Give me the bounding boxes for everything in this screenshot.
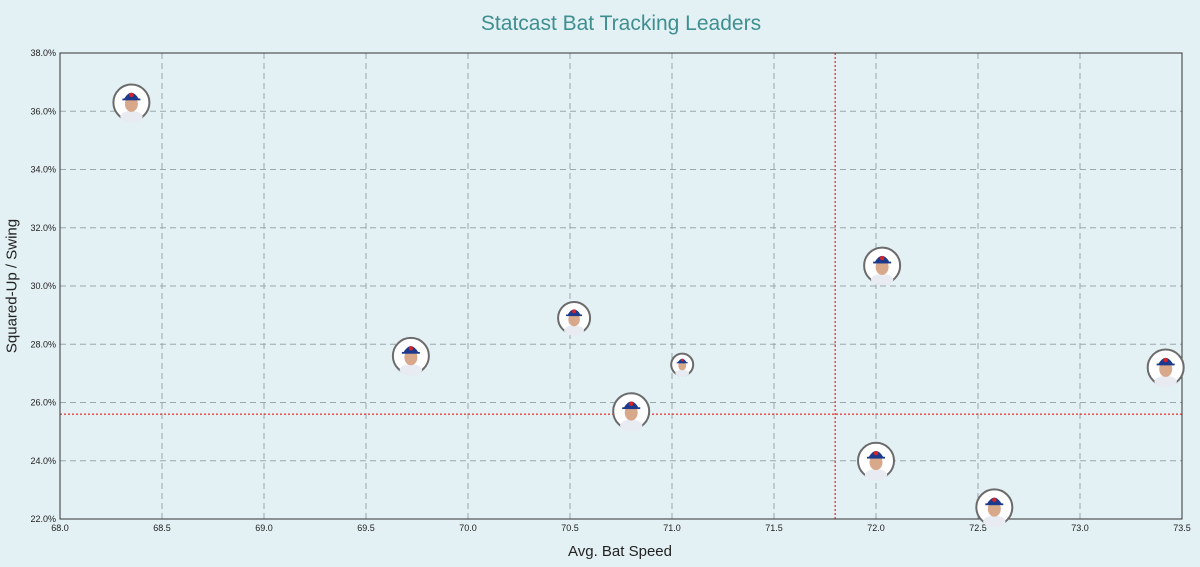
player-headshot-marker[interactable] — [975, 488, 1014, 528]
y-tick-label: 36.0% — [30, 106, 56, 116]
player-headshot-marker[interactable] — [857, 441, 895, 481]
x-tick-label: 68.0 — [51, 523, 69, 533]
y-tick-label: 28.0% — [30, 339, 56, 349]
player-headshot-marker[interactable] — [112, 83, 151, 123]
player-markers — [112, 83, 1185, 528]
x-tick-label: 71.0 — [663, 523, 681, 533]
x-tick-label: 73.5 — [1173, 523, 1191, 533]
x-tick-label: 72.5 — [969, 523, 987, 533]
x-ticks: 68.0 68.5 69.0 69.5 70.0 70.5 71.0 71.5 72.0 72.5… — [51, 523, 1191, 533]
player-headshot-marker[interactable] — [670, 352, 695, 377]
y-tick-label: 38.0% — [30, 48, 56, 58]
y-ticks: 22.0% 24.0% 26.0% 28.0% 30.0% 32.0% 34.0% 36.0%… — [30, 48, 56, 524]
y-tick-label: 34.0% — [30, 165, 56, 175]
player-headshot-marker[interactable] — [1146, 348, 1185, 388]
player-headshot-marker[interactable] — [863, 246, 902, 286]
x-tick-label: 69.5 — [357, 523, 375, 533]
plot-frame — [59, 52, 1183, 520]
y-tick-label: 22.0% — [30, 514, 56, 524]
player-headshot-marker[interactable] — [391, 336, 430, 376]
y-tick-label: 26.0% — [30, 398, 56, 408]
x-tick-label: 68.5 — [153, 523, 171, 533]
x-tick-label: 69.0 — [255, 523, 273, 533]
x-tick-label: 73.0 — [1071, 523, 1089, 533]
x-axis-label: Avg. Bat Speed — [568, 543, 672, 560]
x-tick-label: 70.0 — [459, 523, 477, 533]
grid — [60, 53, 1182, 519]
chart-title: Statcast Bat Tracking Leaders — [480, 12, 762, 35]
x-tick-label: 71.5 — [765, 523, 783, 533]
player-headshot-marker[interactable] — [612, 392, 651, 432]
y-axis-label: Squared-Up / Swing — [3, 218, 21, 354]
y-tick-label: 24.0% — [30, 456, 56, 466]
y-tick-label: 30.0% — [30, 281, 56, 291]
x-tick-label: 70.5 — [561, 523, 579, 533]
x-tick-label: 72.0 — [867, 523, 885, 533]
player-headshot-marker[interactable] — [557, 301, 592, 336]
y-tick-label: 32.0% — [30, 223, 56, 233]
